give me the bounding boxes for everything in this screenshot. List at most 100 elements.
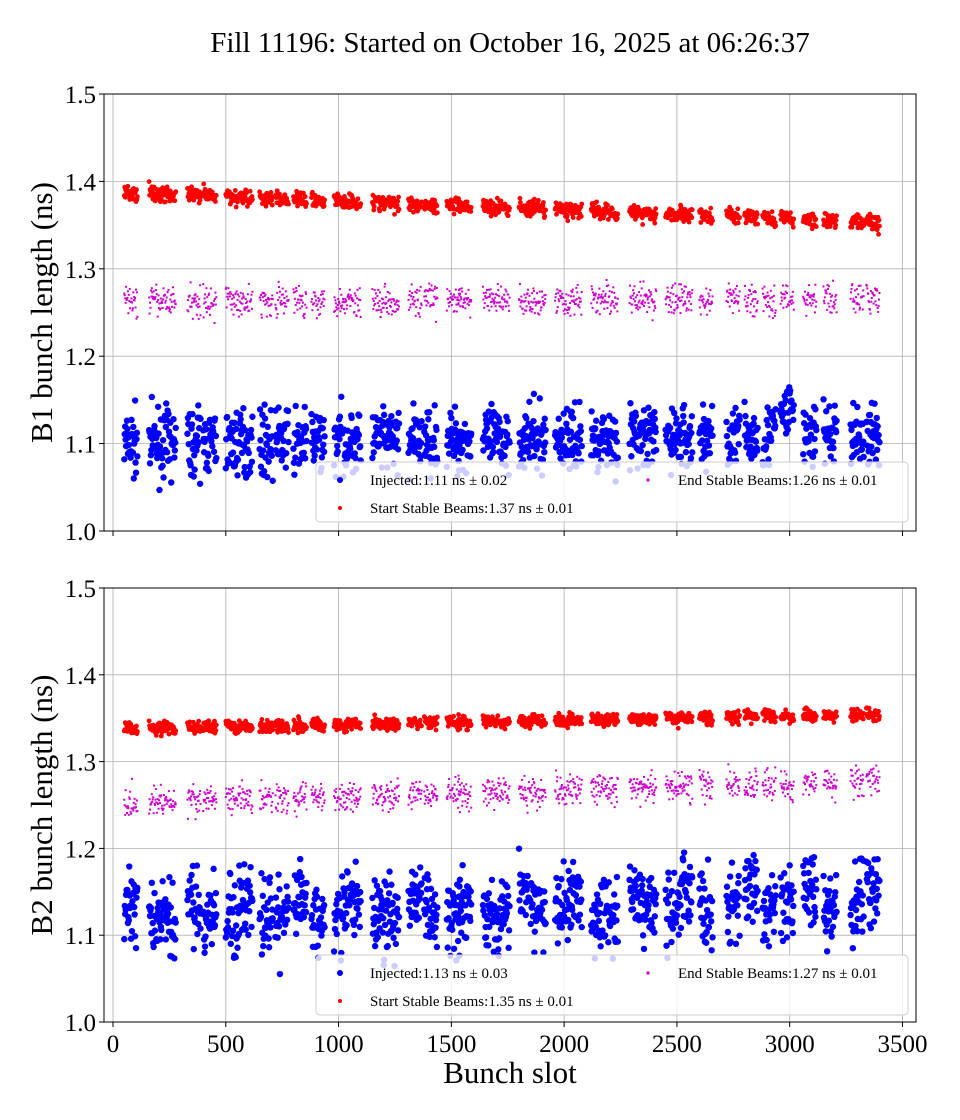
point <box>423 290 426 293</box>
point <box>536 301 539 304</box>
point <box>852 906 860 914</box>
point <box>689 874 696 881</box>
point <box>688 293 691 296</box>
point <box>520 295 523 298</box>
point <box>665 303 668 306</box>
point <box>321 293 324 296</box>
point <box>285 305 288 308</box>
point <box>555 415 562 422</box>
point <box>698 870 705 877</box>
point <box>134 306 137 309</box>
point <box>387 312 390 315</box>
point <box>204 293 207 296</box>
point <box>813 426 820 434</box>
point <box>701 295 704 298</box>
point <box>238 295 241 298</box>
point <box>705 287 708 290</box>
point <box>417 864 424 871</box>
point <box>209 313 212 316</box>
point <box>539 456 547 464</box>
point <box>710 218 715 224</box>
point <box>310 298 313 301</box>
point <box>130 423 137 431</box>
point <box>290 445 297 452</box>
point <box>292 454 299 461</box>
point <box>276 886 283 893</box>
point <box>298 294 301 297</box>
point <box>246 882 253 889</box>
point <box>338 287 341 290</box>
point <box>449 292 452 295</box>
point <box>849 297 852 300</box>
point <box>210 865 217 873</box>
point <box>633 285 636 288</box>
point <box>318 932 325 939</box>
point <box>829 311 832 314</box>
point <box>800 420 808 427</box>
point <box>517 200 523 205</box>
point <box>804 303 807 306</box>
point <box>683 285 686 288</box>
point <box>150 943 157 951</box>
point <box>877 310 880 313</box>
point <box>673 912 681 919</box>
point <box>395 301 398 304</box>
point <box>414 314 417 317</box>
point <box>496 418 503 426</box>
point <box>395 420 403 427</box>
point <box>540 421 547 428</box>
point <box>790 416 797 424</box>
point <box>632 882 640 890</box>
axes-frame <box>103 93 917 532</box>
point <box>188 871 195 879</box>
point <box>196 295 199 298</box>
point <box>803 298 806 301</box>
point <box>462 301 465 304</box>
point <box>848 426 855 434</box>
point <box>866 411 874 419</box>
point <box>393 299 396 302</box>
point <box>213 297 216 300</box>
point <box>505 944 512 952</box>
point <box>170 294 173 297</box>
point <box>654 288 657 291</box>
point <box>592 291 595 294</box>
point <box>135 317 138 320</box>
point <box>129 449 137 456</box>
point <box>648 295 651 298</box>
point <box>704 302 707 305</box>
point <box>871 292 874 295</box>
point <box>296 301 299 304</box>
point <box>877 223 882 229</box>
point <box>261 401 268 408</box>
point <box>781 870 788 877</box>
point <box>233 204 239 210</box>
point <box>378 305 381 308</box>
point <box>741 398 748 406</box>
point <box>769 297 772 300</box>
point <box>323 298 326 301</box>
point <box>564 936 571 944</box>
point <box>390 934 397 942</box>
point <box>450 945 458 952</box>
point <box>458 929 465 936</box>
point <box>629 906 637 913</box>
point <box>493 910 501 918</box>
point <box>166 291 169 294</box>
point <box>343 301 346 304</box>
point <box>494 305 497 308</box>
point <box>194 930 201 938</box>
point <box>603 307 606 310</box>
point <box>738 290 741 293</box>
point <box>496 294 499 297</box>
point <box>770 928 778 935</box>
point <box>726 873 734 880</box>
point <box>340 293 343 296</box>
point <box>202 316 205 319</box>
point <box>555 882 562 890</box>
point <box>651 408 658 416</box>
point <box>825 292 828 295</box>
point <box>125 917 133 924</box>
point <box>831 402 838 409</box>
